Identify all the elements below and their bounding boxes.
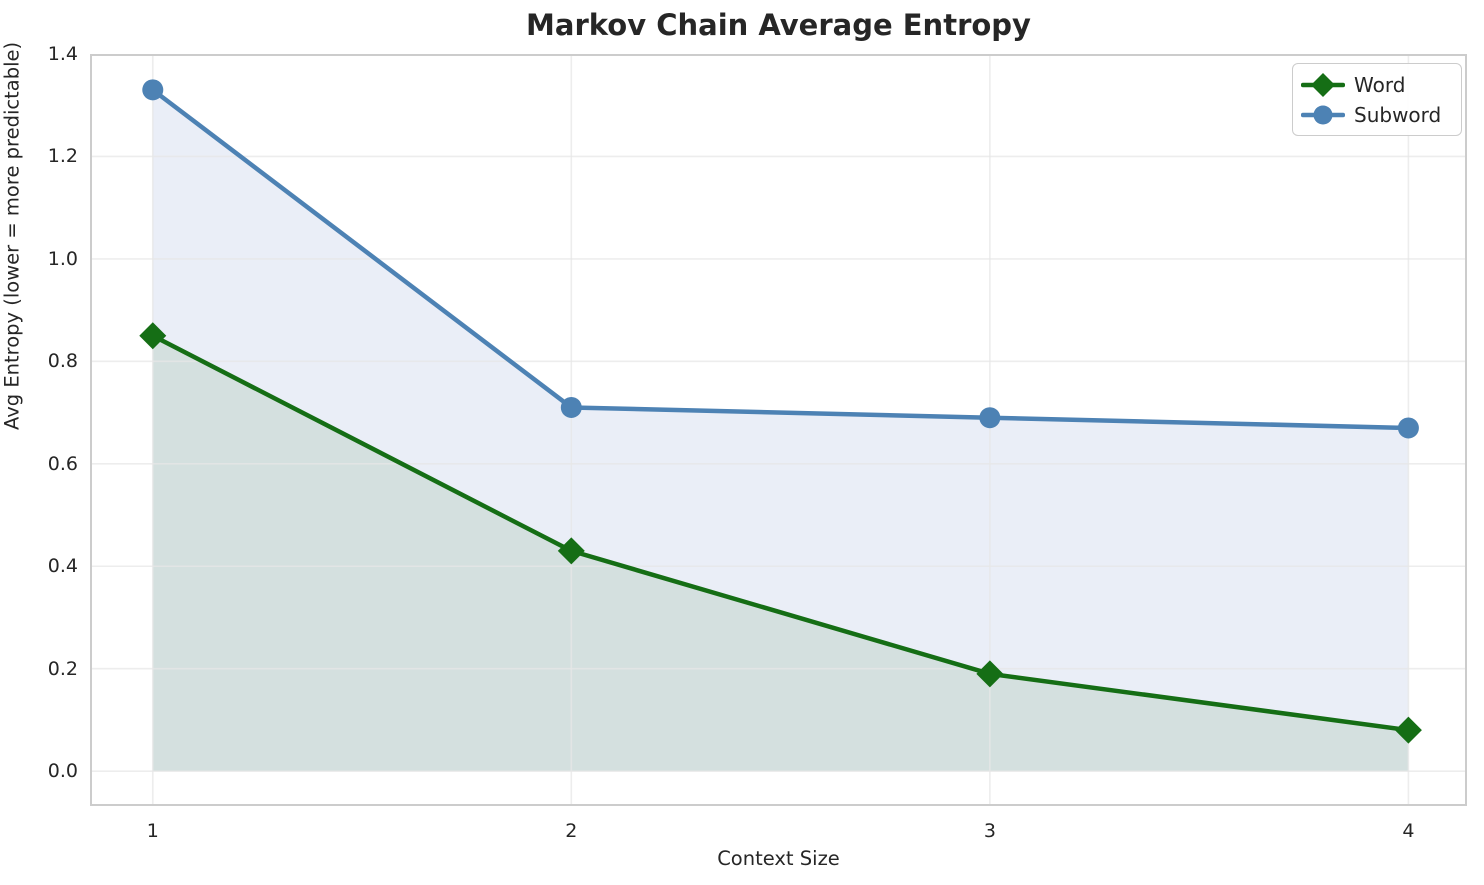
subword-marker: [1397, 417, 1419, 439]
word-marker: [976, 660, 1004, 688]
x-tick-label: 2: [565, 820, 578, 842]
word-marker: [1394, 716, 1422, 744]
y-tick-label: 0.4: [47, 555, 78, 578]
x-tick-label: 1: [146, 820, 159, 842]
subword-marker: [560, 396, 582, 418]
legend-item-word: Word: [1301, 71, 1449, 98]
circle-legend-marker-icon: [1301, 105, 1345, 124]
word-line: [150, 333, 1411, 733]
subword-area-fill: [152, 89, 1409, 772]
y-tick-label: 1.4: [47, 43, 78, 65]
word-marker: [557, 537, 585, 565]
x-axis-label: Context Size: [717, 847, 840, 870]
y-tick-label: 0.2: [47, 657, 78, 680]
y-tick-label: 1.0: [47, 247, 78, 270]
legend: Word Subword: [1292, 63, 1462, 136]
word-marker: [139, 322, 167, 350]
plot-area: [90, 54, 1467, 806]
legend-label: Subword: [1354, 102, 1442, 127]
legend-label: Word: [1354, 72, 1406, 97]
plot-border: [90, 54, 1467, 806]
word-area-fill: [152, 335, 1409, 772]
y-axis-label-text: Avg Entropy (lower = more predictable): [0, 41, 24, 430]
x-tick-label: 4: [1402, 820, 1415, 842]
x-tick-label: 3: [983, 820, 996, 842]
subword-marker: [142, 79, 164, 101]
chart-title: Markov Chain Average Entropy: [526, 8, 1031, 42]
y-tick-label: 0.0: [47, 760, 78, 783]
subword-line: [150, 87, 1411, 431]
diamond-legend-marker-icon: [1301, 72, 1345, 97]
y-tick-label: 0.6: [47, 452, 78, 475]
legend-item-subword: Subword: [1301, 101, 1449, 128]
y-tick-label: 1.2: [47, 145, 78, 168]
subword-marker: [979, 407, 1001, 429]
y-tick-label: 0.8: [47, 350, 78, 373]
